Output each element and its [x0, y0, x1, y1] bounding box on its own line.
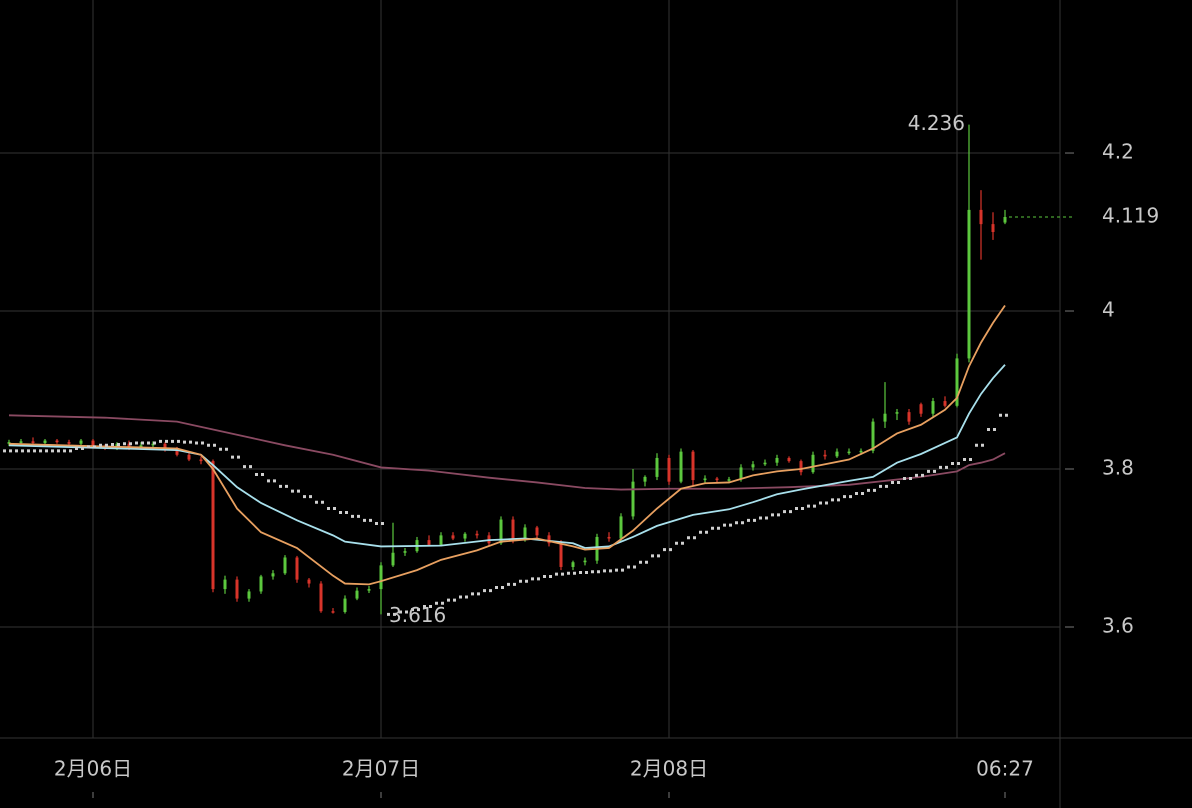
candle-body: [583, 560, 587, 563]
last-price-label: 4.119: [1102, 204, 1159, 228]
high-label: 4.236: [908, 111, 965, 135]
candle-body: [619, 516, 623, 539]
candle-body: [787, 457, 791, 462]
candle-body: [955, 358, 959, 406]
candle-body: [895, 412, 899, 414]
candle-body: [283, 557, 287, 574]
candle-body: [727, 479, 731, 481]
candle-body: [307, 579, 311, 584]
candle-body: [199, 459, 203, 462]
x-tick-label: 2月06日: [54, 757, 132, 781]
candle-body: [355, 590, 359, 599]
low-label: 3.616: [389, 603, 446, 627]
candle-body: [835, 451, 839, 457]
candle-body: [343, 598, 347, 612]
candle-body: [811, 454, 815, 473]
candle-body: [247, 591, 251, 599]
candle-body: [331, 611, 335, 613]
candle-body: [799, 461, 803, 473]
candle-body: [907, 412, 911, 422]
candle-body: [451, 535, 455, 539]
candle-body: [631, 481, 635, 517]
candle-body: [463, 533, 467, 539]
candle-body: [667, 457, 671, 482]
candle-body: [475, 533, 479, 536]
candle-body: [571, 562, 575, 567]
candle-body: [379, 565, 383, 590]
candle-body: [67, 442, 71, 444]
candle-body: [55, 440, 59, 443]
y-tick-label: 3.6: [1102, 614, 1134, 638]
candle-body: [139, 445, 143, 448]
candle-body: [19, 441, 23, 443]
candle-body: [847, 451, 851, 454]
candle-body: [943, 401, 947, 406]
candle-body: [883, 413, 887, 422]
candle-body: [1003, 217, 1007, 223]
moving-average-line: [8, 364, 1006, 549]
candle-body: [79, 440, 83, 444]
candle-body: [739, 467, 743, 480]
candle-body: [211, 461, 215, 590]
candle-body: [763, 462, 767, 465]
candle-body: [367, 589, 371, 591]
candle-body: [703, 478, 707, 481]
candle-body: [151, 443, 155, 446]
candle-body: [919, 404, 923, 414]
candle-body: [655, 457, 659, 477]
x-tick-label: 2月08日: [630, 757, 708, 781]
y-tick-label: 3.8: [1102, 456, 1134, 480]
candle-body: [295, 557, 299, 580]
candle-body: [439, 535, 443, 545]
candle-body: [427, 540, 431, 545]
candle-body: [223, 579, 227, 590]
candle-body: [691, 451, 695, 481]
candle-body: [547, 535, 551, 544]
candle-body: [127, 443, 131, 448]
candle-body: [499, 519, 503, 544]
moving-average-line: [8, 414, 1006, 491]
candle-body: [187, 454, 191, 460]
candle-body: [979, 209, 983, 225]
candle-body: [535, 527, 539, 536]
x-tick-label: 2月07日: [342, 757, 420, 781]
candle-body: [235, 579, 239, 599]
y-tick-label: 4.2: [1102, 140, 1134, 164]
candle-body: [931, 401, 935, 414]
candle-body: [775, 457, 779, 463]
moving-average-line: [8, 304, 1006, 586]
candle-body: [679, 451, 683, 482]
candle-body: [175, 450, 179, 455]
candle-body: [751, 464, 755, 468]
candle-body: [523, 527, 527, 541]
candle-body: [43, 440, 47, 443]
candle-body: [715, 478, 719, 481]
candle-body: [859, 450, 863, 453]
candle-body: [31, 441, 35, 443]
candle-body: [511, 519, 515, 541]
candle-body: [967, 209, 971, 359]
candle-body: [643, 476, 647, 482]
candle-body: [259, 576, 263, 592]
candle-body: [163, 443, 167, 451]
candle-body: [871, 421, 875, 451]
x-tick-label: 06:27: [976, 757, 1034, 781]
candle-body: [607, 536, 611, 539]
candle-body: [319, 583, 323, 612]
candle-body: [991, 224, 995, 233]
candle-body: [91, 440, 95, 447]
candle-body: [403, 551, 407, 553]
candle-body: [7, 442, 11, 444]
candle-body: [271, 573, 275, 577]
y-tick-label: 4: [1102, 298, 1115, 322]
candle-body: [391, 552, 395, 566]
candle-body: [823, 454, 827, 457]
candle-body: [559, 543, 563, 567]
